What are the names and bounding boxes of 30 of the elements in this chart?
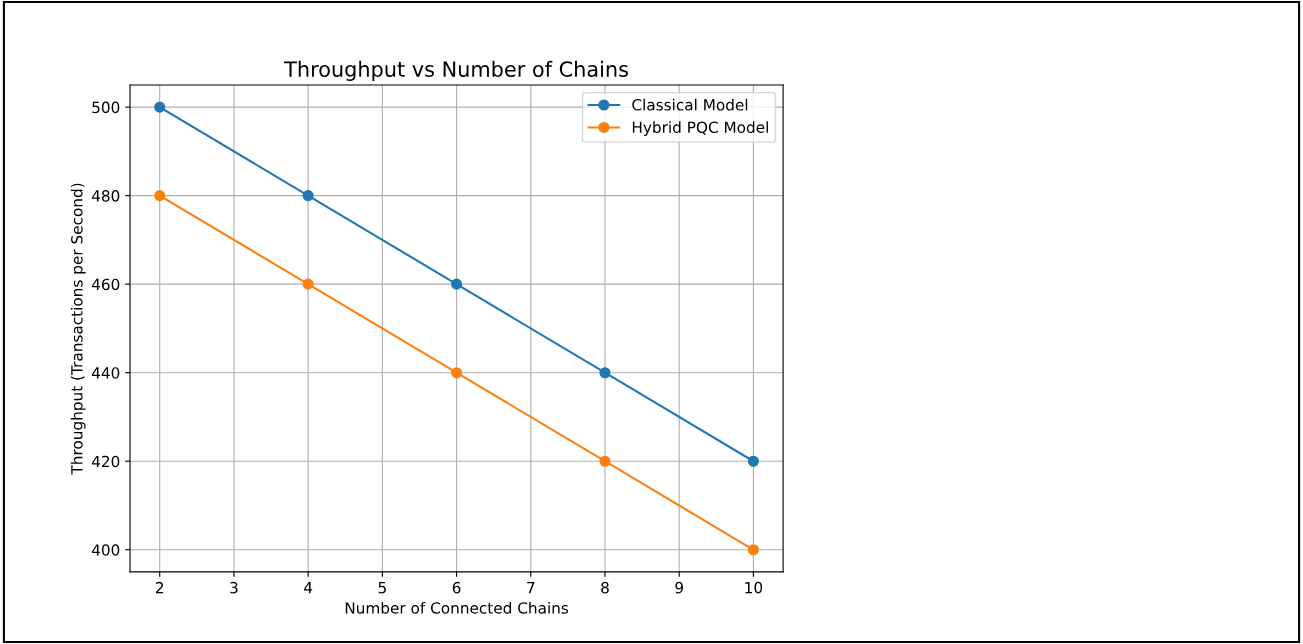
y-axis-title: Throughput (Transactions per Second) xyxy=(70,183,86,475)
x-tick-label: 4 xyxy=(304,582,313,594)
legend-label: Classical Model xyxy=(632,98,748,111)
point xyxy=(747,544,759,556)
x-tick-label: 7 xyxy=(527,582,535,594)
point xyxy=(599,367,611,379)
y-tick-label: 440 xyxy=(91,367,120,379)
point xyxy=(747,455,759,467)
x-tick-label: 10 xyxy=(745,581,763,594)
x-tick-label: 2 xyxy=(155,581,164,594)
point xyxy=(154,190,166,202)
y-tick-label: 400 xyxy=(91,544,120,556)
chart-title: Throughput vs Number of Chains xyxy=(284,60,628,82)
legend-label: Hybrid PQC Model xyxy=(632,121,768,136)
point xyxy=(451,278,463,290)
point xyxy=(451,367,463,379)
x-tick-label: 3 xyxy=(230,581,238,594)
point xyxy=(154,101,166,113)
y-tick-label: 460 xyxy=(91,278,120,291)
y-tick-label: 420 xyxy=(91,455,120,468)
y-tick-label: 500 xyxy=(92,101,120,114)
x-tick-label: 6 xyxy=(452,581,461,594)
point xyxy=(302,278,314,290)
x-tick-label: 8 xyxy=(601,581,609,594)
point xyxy=(599,455,611,467)
x-axis-title: Number of Connected Chains xyxy=(345,601,569,614)
x-tick-label: 5 xyxy=(378,582,386,594)
point xyxy=(302,190,314,202)
x-tick-label: 9 xyxy=(675,581,683,594)
y-tick-label: 480 xyxy=(91,190,120,202)
